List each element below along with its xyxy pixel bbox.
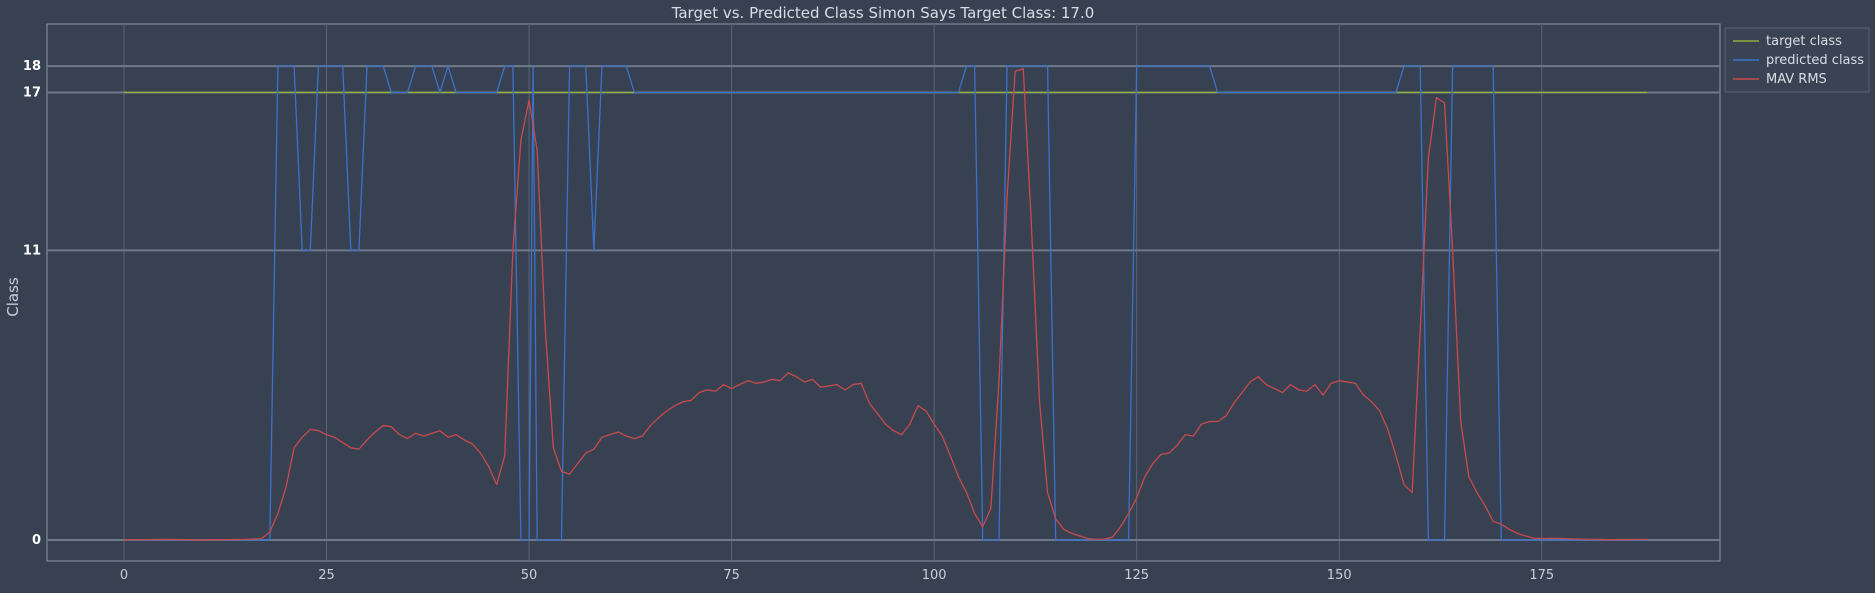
y-tick-labels: 0 11 17 18 [23,59,41,548]
y-axis-label: Class [4,277,22,317]
x-tick-label: 175 [1529,568,1554,583]
chart-title: Target vs. Predicted Class Simon Says Ta… [671,4,1095,22]
x-tick-label: 75 [723,568,740,583]
x-tick-label: 0 [120,568,128,583]
x-tick-label: 125 [1124,568,1149,583]
series-line-predicted-class [123,65,1648,541]
legend-entry: predicted class [1766,53,1864,68]
y-tick-label: 0 [32,533,41,548]
legend: target class predicted class MAV RMS [1724,27,1870,93]
y-tick-label: 18 [23,59,41,74]
x-tick-label: 25 [318,568,335,583]
x-tick-label: 150 [1327,568,1352,583]
y-tick-label: 11 [23,243,41,258]
x-tick-label: 50 [521,568,538,583]
series-line-mav-rms [123,68,1648,541]
x-tick-label: 100 [922,568,947,583]
legend-entry: target class [1766,34,1842,49]
y-tick-label: 17 [23,85,41,100]
series-lines [123,65,1648,541]
x-tick-labels: 0 25 50 75 100 125 150 175 [120,568,1554,583]
legend-entry: MAV RMS [1766,72,1827,87]
plot-area [46,23,1721,562]
